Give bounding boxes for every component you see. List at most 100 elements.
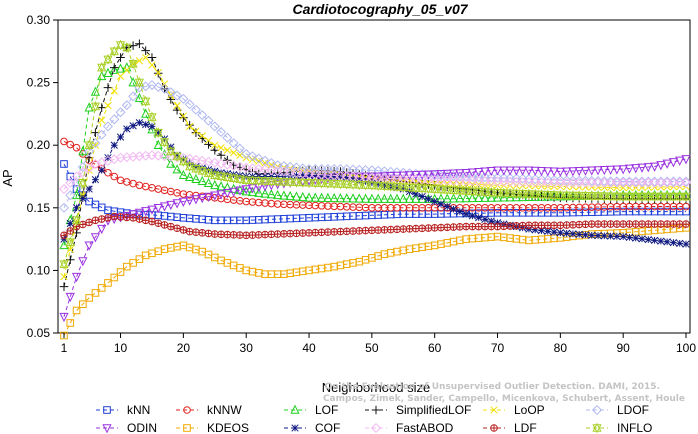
- data-point-inflo: [675, 192, 685, 202]
- data-point-inflo: [260, 177, 270, 187]
- data-point-cof: [72, 204, 81, 212]
- data-point-odin: [191, 195, 201, 205]
- data-point-loop: [91, 141, 100, 149]
- data-point-odin: [448, 169, 459, 179]
- data-point-inflo: [229, 174, 239, 184]
- data-point-ldof: [197, 110, 208, 121]
- data-point-fastabod: [285, 167, 296, 178]
- data-point-ldof: [65, 190, 76, 201]
- legend-item-loop: LoOP: [483, 403, 545, 417]
- data-point-lof: [285, 190, 295, 201]
- data-point-simplifiedlof: [216, 150, 226, 160]
- data-point-inflo: [203, 169, 214, 179]
- data-point-ldf: [154, 219, 162, 227]
- data-point-inflo: [643, 192, 653, 202]
- data-point-fastabod: [278, 166, 289, 177]
- data-point-loop: [192, 127, 200, 135]
- data-point-kdeos: [66, 319, 75, 327]
- data-point-inflo: [65, 238, 75, 248]
- data-point-odin: [543, 167, 553, 177]
- data-point-inflo: [285, 178, 295, 188]
- data-point-ldf: [651, 220, 658, 228]
- data-point-inflo: [587, 192, 597, 202]
- data-point-ldf: [217, 231, 225, 238]
- data-point-odin: [668, 158, 679, 168]
- data-point-odin: [90, 233, 101, 243]
- data-point-fastabod: [272, 165, 283, 176]
- data-point-inflo: [348, 180, 358, 190]
- data-point-kdeos: [116, 268, 125, 276]
- data-point-kdeos: [229, 261, 238, 270]
- data-point-inflo: [147, 113, 157, 123]
- data-point-loop: [135, 57, 144, 65]
- data-point-cof: [305, 171, 313, 179]
- data-point-odin: [97, 224, 107, 235]
- data-point-ldof: [222, 132, 233, 143]
- legend-label-inflo: INFLO: [617, 421, 652, 434]
- x-tick-label: 70: [491, 341, 505, 355]
- data-point-ldf: [412, 225, 420, 232]
- data-point-odin: [649, 162, 660, 172]
- data-point-odin: [467, 168, 477, 178]
- data-point-kdeos: [104, 279, 112, 287]
- data-point-lof: [185, 171, 195, 182]
- data-point-ldf: [575, 221, 583, 228]
- data-point-ldof: [209, 121, 220, 132]
- data-point-ldof: [542, 174, 553, 185]
- x-axis: 1 10 20 30 40 50 60 70 80 90 100: [61, 333, 696, 355]
- data-point-cof: [336, 172, 345, 181]
- data-point-cof: [475, 213, 483, 222]
- data-point-fastabod: [197, 155, 208, 166]
- data-point-inflo: [247, 176, 258, 186]
- data-point-lof: [367, 193, 377, 203]
- data-point-odin: [474, 167, 484, 178]
- data-point-inflo: [411, 184, 421, 194]
- data-point-ldf: [312, 229, 319, 236]
- legend-item-kdeos: KDEOS: [176, 421, 249, 434]
- data-point-lof: [266, 189, 276, 199]
- data-point-odin: [59, 312, 69, 323]
- data-point-lof: [172, 164, 182, 174]
- y-tick-label: 0.10: [27, 263, 51, 277]
- data-point-lof: [166, 158, 176, 168]
- data-point-cof: [311, 171, 319, 180]
- data-point-ldf: [582, 221, 589, 228]
- data-point-cof: [324, 172, 332, 180]
- data-point-odin: [612, 165, 622, 175]
- data-point-odin: [492, 166, 503, 176]
- data-point-cof: [443, 202, 451, 211]
- data-point-lof: [216, 181, 226, 191]
- data-point-inflo: [555, 191, 565, 201]
- data-point-cof: [129, 122, 137, 130]
- data-point-ldof: [102, 121, 113, 132]
- data-point-kdeos: [85, 294, 93, 302]
- data-point-inflo: [298, 178, 308, 188]
- series-line-kdeos: [63, 227, 687, 336]
- data-point-loop: [179, 112, 188, 120]
- x-tick-label: 80: [554, 341, 568, 355]
- data-point-simplifiedlof: [109, 63, 119, 72]
- data-point-cof: [179, 155, 188, 163]
- data-point-inflo: [467, 187, 477, 197]
- data-point-cof: [456, 207, 464, 216]
- data-point-lof: [222, 182, 232, 192]
- y-tick-label: 0.20: [27, 138, 51, 152]
- data-point-cof: [657, 237, 665, 245]
- data-point-cof: [569, 230, 577, 238]
- legend-label-knn: kNN: [127, 403, 150, 417]
- data-point-inflo: [216, 172, 226, 182]
- data-point-ldof: [241, 148, 252, 159]
- data-point-odin: [599, 165, 609, 176]
- data-point-lof: [128, 77, 138, 87]
- data-point-odin: [631, 164, 641, 174]
- data-point-ldf: [92, 217, 99, 224]
- data-point-lof: [304, 192, 314, 202]
- data-point-fastabod: [102, 155, 113, 166]
- data-point-inflo: [543, 190, 553, 201]
- data-point-inflo: [593, 192, 603, 202]
- data-point-inflo: [103, 55, 113, 65]
- data-point-knnw: [116, 176, 125, 185]
- data-point-inflo: [423, 184, 434, 195]
- data-point-lof: [153, 139, 163, 149]
- data-point-cof: [412, 190, 420, 198]
